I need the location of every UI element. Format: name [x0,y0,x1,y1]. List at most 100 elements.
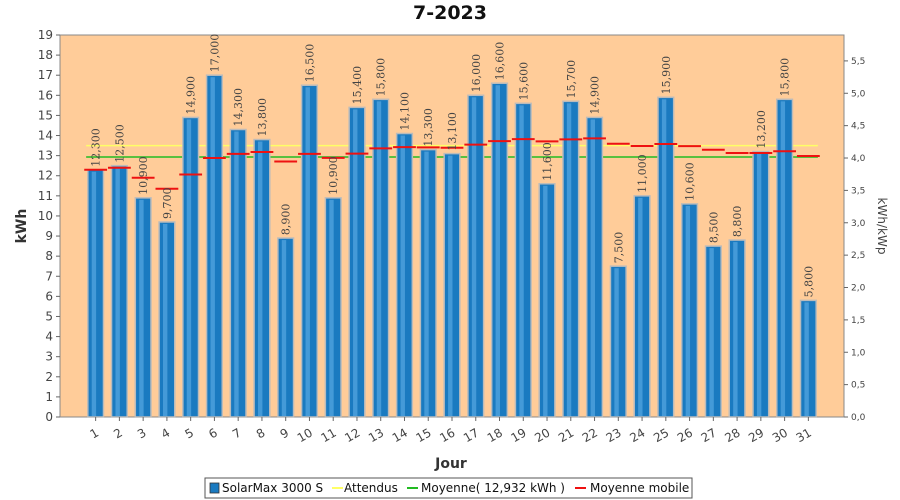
y2-tick-label: 5,5 [851,57,865,67]
x-axis: 1 2 3 4 5 6 7 8 9 10 11 12 13 14 15 16 17 18 19 20 21 22 23 24 2… [88,417,814,445]
bar-highlight [162,223,168,416]
x-tick-label: 18 [485,425,505,445]
x-tick-label: 23 [604,425,624,445]
y-tick-label: 8 [45,249,53,263]
bar-value-labels: 12,300 12,500 10,900 9,700 14,900 17,000 14,30… [90,34,816,298]
bar-highlight [471,97,477,416]
bar-highlight [614,268,619,416]
x-tick-label: 22 [580,425,600,445]
x-tick-label: 12 [342,425,362,445]
x-tick-label: 6 [206,425,220,441]
x-tick-label: 15 [414,425,434,445]
bar-highlight [186,119,192,416]
bar-value-label: 8,800 [731,206,744,238]
x-tick-label: 7 [230,425,244,441]
bar-highlight [543,185,548,416]
bar-value-label: 5,800 [802,266,815,298]
legend-label: Moyenne mobile [590,481,689,495]
bar-highlight [353,109,358,417]
chart-title: 7-2023 [413,2,487,24]
y2-tick-label: 2,5 [851,251,865,261]
bar-highlight [376,101,382,416]
bar-value-label: 15,600 [517,62,530,101]
y2-tick-label: 4,0 [851,154,866,164]
bar-highlight [448,155,453,417]
x-axis-title: Jour [434,456,467,472]
bar-value-label: 8,500 [707,212,720,244]
y2-tick-label: 3,5 [851,186,865,196]
y2-tick-label: 1,5 [851,316,865,326]
bar-value-label: 10,900 [137,156,150,195]
bar-highlight [638,197,643,416]
x-tick-label: 2 [111,425,125,441]
bar-value-label: 15,400 [351,66,364,105]
bar-value-label: 12,300 [90,128,103,167]
y2-tick-label: 0,0 [851,413,866,423]
y2-tick-label: 5,0 [851,89,866,99]
x-tick-label: 30 [770,425,790,445]
bar-highlight [804,302,809,416]
bar-highlight [733,242,738,416]
x-tick-label: 29 [746,425,766,445]
y-tick-label: 6 [45,289,53,303]
bar-value-label: 14,300 [232,88,245,127]
legend-box [204,477,693,499]
bar-value-label: 12,500 [113,124,126,163]
y-tick-label: 13 [38,149,53,163]
bar-value-label: 16,600 [494,42,507,81]
bar-highlight [400,135,405,416]
moving-average-series [84,137,820,190]
y-tick-label: 1 [45,390,53,404]
bar-highlight [495,85,500,417]
bar-value-label: 16,000 [470,54,483,93]
y-tick-label: 9 [45,229,53,243]
bar-highlight [661,99,667,416]
bar-value-label: 15,800 [375,58,388,97]
bar-value-label: 11,000 [636,154,649,193]
x-tick-label: 10 [295,425,315,445]
x-tick-label: 1 [88,425,102,441]
bar-highlight [424,151,429,416]
bar-value-label: 16,500 [303,44,316,83]
x-tick-label: 25 [651,425,671,445]
legend-swatch [209,482,220,494]
y-tick-label: 10 [38,209,53,223]
y-tick-label: 19 [38,28,53,42]
x-tick-label: 27 [699,425,719,445]
bar-value-label: 13,300 [422,108,435,147]
x-tick-label: 26 [675,425,695,445]
bar-value-label: 14,100 [398,92,411,131]
y-tick-label: 11 [38,189,53,203]
y-tick-label: 2 [45,370,53,384]
y2-tick-label: 4,5 [851,122,865,132]
bar-value-label: 13,200 [755,110,768,149]
bar-highlight [234,131,239,416]
bar-value-label: 15,700 [565,60,578,99]
legend: SolarMax 3000 S Attendus Moyenne( 12,932 k… [204,477,693,499]
x-tick-label: 20 [532,425,552,445]
bar-value-label: 10,900 [327,156,340,195]
bar-highlight [258,141,263,416]
y-tick-label: 3 [45,350,53,364]
x-tick-label: 9 [278,425,292,441]
y-tick-label: 0 [45,410,53,424]
legend-label: Attendus [344,481,398,495]
x-tick-label: 5 [183,425,197,441]
y-tick-label: 17 [38,68,53,82]
x-tick-label: 16 [437,425,457,445]
bar-value-label: 8,900 [280,204,293,236]
bar-value-label: 13,800 [256,98,269,137]
y-tick-label: 12 [38,169,53,183]
y-tick-label: 7 [45,269,53,283]
x-tick-label: 17 [461,425,481,445]
y-tick-label: 18 [38,48,53,62]
bar-highlight [566,103,572,417]
y-tick-label: 15 [38,108,53,122]
x-tick-label: 24 [627,425,647,445]
bar-highlight [329,199,334,416]
y2-tick-label: 2,0 [851,284,866,294]
bar-highlight [780,101,786,416]
x-tick-label: 8 [254,425,268,441]
y2-axis-title: kWh/kWp [875,198,889,255]
bar-highlight [709,248,714,416]
